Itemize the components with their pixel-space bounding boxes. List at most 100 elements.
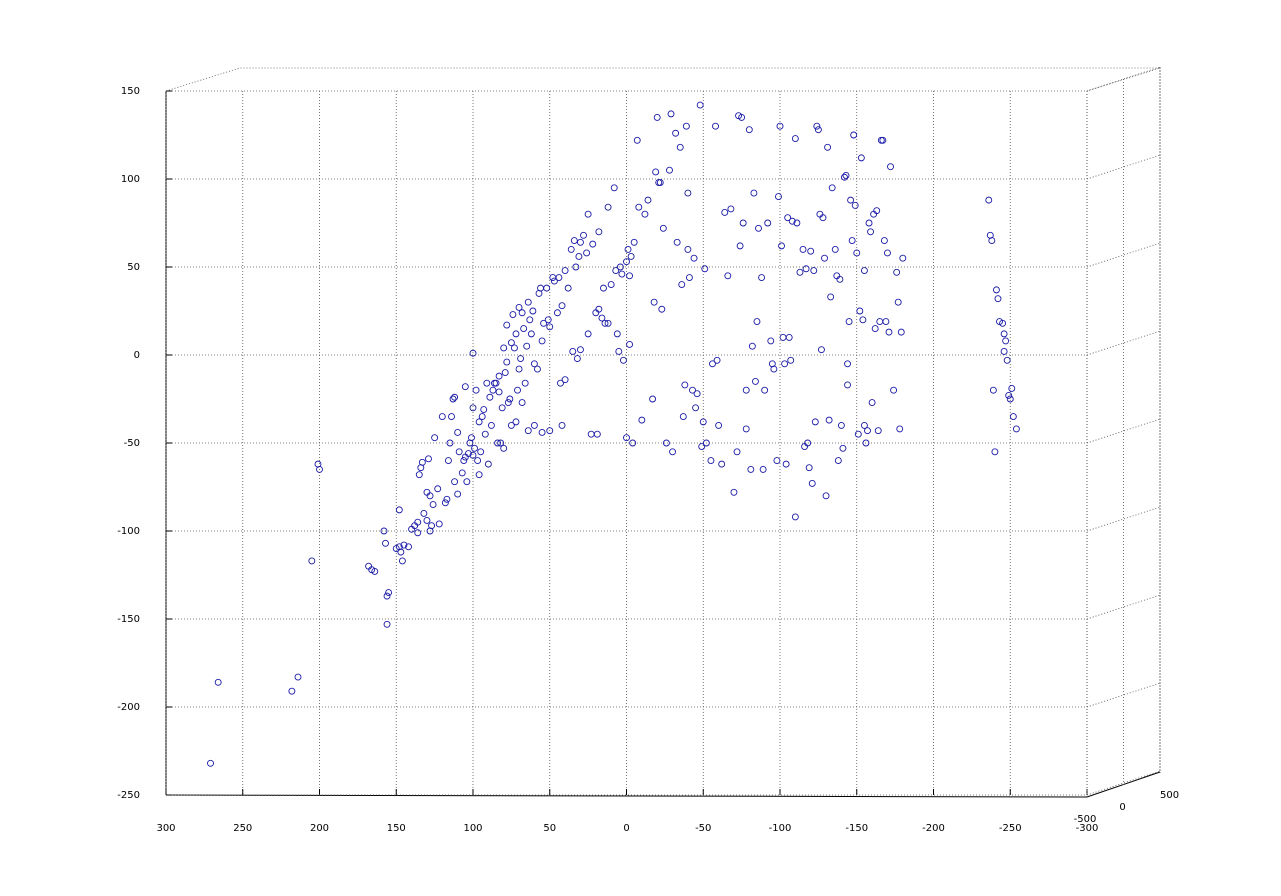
grid-line <box>1086 418 1161 444</box>
grid-line <box>1086 682 1161 708</box>
point <box>758 274 766 282</box>
point <box>538 337 546 345</box>
point <box>845 318 853 326</box>
point <box>851 201 859 209</box>
point <box>507 339 515 347</box>
point <box>899 254 907 262</box>
point <box>553 309 561 317</box>
point <box>385 589 393 597</box>
point <box>988 237 996 245</box>
point <box>558 421 566 429</box>
point <box>890 386 898 394</box>
point <box>778 242 785 250</box>
point <box>503 321 511 329</box>
point <box>480 406 488 414</box>
point <box>791 135 799 142</box>
point <box>383 620 391 628</box>
point <box>627 252 635 260</box>
point <box>630 238 638 246</box>
point <box>659 224 667 232</box>
point <box>836 275 844 283</box>
point <box>512 330 520 338</box>
point <box>316 465 323 473</box>
point <box>773 457 781 465</box>
x-tick-label: -50 <box>695 823 711 834</box>
point <box>841 173 848 181</box>
point <box>698 443 706 450</box>
point <box>555 274 563 282</box>
point <box>469 404 477 412</box>
point <box>882 318 890 326</box>
point <box>860 421 868 429</box>
point <box>415 471 423 479</box>
point <box>616 263 624 271</box>
point <box>641 210 649 218</box>
point <box>405 543 412 551</box>
point <box>577 346 584 354</box>
point <box>607 281 615 289</box>
point <box>785 333 793 341</box>
point <box>739 219 747 227</box>
point <box>811 418 819 426</box>
point <box>626 340 634 348</box>
point <box>721 208 729 216</box>
point <box>561 376 569 384</box>
point <box>475 471 483 479</box>
point <box>804 439 812 447</box>
point <box>400 541 408 549</box>
grid-line <box>1086 594 1161 620</box>
box-edge <box>165 67 1161 92</box>
point <box>515 365 523 373</box>
point <box>813 122 821 130</box>
point <box>755 224 762 232</box>
y-tick-label: -50 <box>124 438 140 449</box>
point <box>1012 425 1020 433</box>
point <box>644 196 652 204</box>
point <box>650 298 658 306</box>
point <box>557 379 564 387</box>
point <box>426 492 434 500</box>
point <box>678 281 686 289</box>
point <box>550 277 558 285</box>
point <box>294 673 302 681</box>
point <box>742 425 750 433</box>
point <box>985 196 993 204</box>
point <box>468 434 475 442</box>
point <box>580 231 587 239</box>
point <box>791 513 799 521</box>
point <box>738 113 746 121</box>
point <box>471 444 478 452</box>
point <box>619 356 627 364</box>
point <box>799 245 807 253</box>
point <box>461 383 469 391</box>
point <box>696 101 704 109</box>
point <box>434 485 442 493</box>
point <box>537 284 544 292</box>
point <box>693 390 701 398</box>
point <box>500 444 508 452</box>
point <box>441 499 449 507</box>
point <box>575 252 583 260</box>
point <box>887 163 894 171</box>
point <box>444 457 452 465</box>
point <box>685 274 693 282</box>
point <box>1005 392 1013 399</box>
point <box>747 465 755 473</box>
point <box>727 205 735 213</box>
point <box>874 427 882 435</box>
point <box>438 413 446 421</box>
point <box>489 386 497 394</box>
point <box>635 203 643 211</box>
point <box>742 386 750 394</box>
point <box>423 516 431 524</box>
point <box>443 495 451 503</box>
point <box>782 460 790 468</box>
point <box>859 316 867 324</box>
point <box>604 319 612 327</box>
point <box>884 249 891 257</box>
point <box>867 228 875 236</box>
point <box>538 428 546 436</box>
point <box>844 381 851 389</box>
